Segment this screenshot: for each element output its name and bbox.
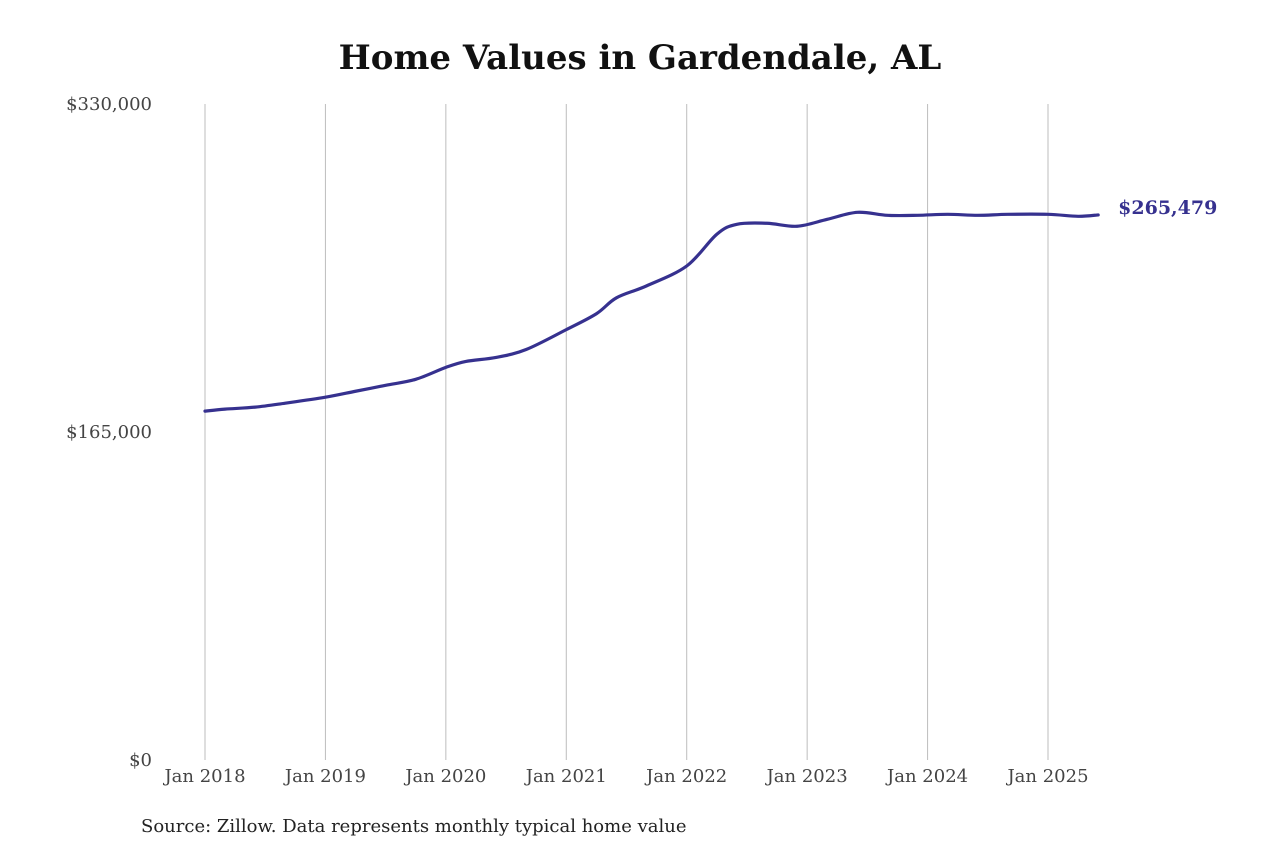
x-tick-label: Jan 2024: [885, 766, 968, 787]
x-tick-label: Jan 2022: [644, 766, 727, 787]
chart-title: Home Values in Gardendale, AL: [338, 38, 942, 78]
x-axis: Jan 2018 Jan 2019 Jan 2020 Jan 2021 Jan 2022…: [162, 766, 1088, 787]
source-note: Source: Zillow. Data represents monthly …: [141, 816, 687, 837]
x-tick-label: Jan 2019: [283, 766, 366, 787]
y-tick-label: $165,000: [66, 422, 152, 443]
x-tick-label: Jan 2025: [1005, 766, 1088, 787]
x-tick-label: Jan 2021: [524, 766, 607, 787]
end-value-label-group: $265,479: [1118, 197, 1217, 219]
x-tick-label: Jan 2023: [765, 766, 848, 787]
y-axis: $0 $165,000 $330,000: [66, 94, 152, 771]
series-layer: [203, 210, 1100, 413]
x-tick-label: Jan 2018: [162, 766, 245, 787]
end-value-label: $265,479: [1118, 197, 1217, 219]
grid-lines: [204, 104, 1049, 760]
x-tick-label: Jan 2020: [403, 766, 486, 787]
series-line-0: [203, 210, 1100, 413]
y-tick-label: $0: [129, 750, 152, 771]
y-tick-label: $330,000: [66, 94, 152, 115]
